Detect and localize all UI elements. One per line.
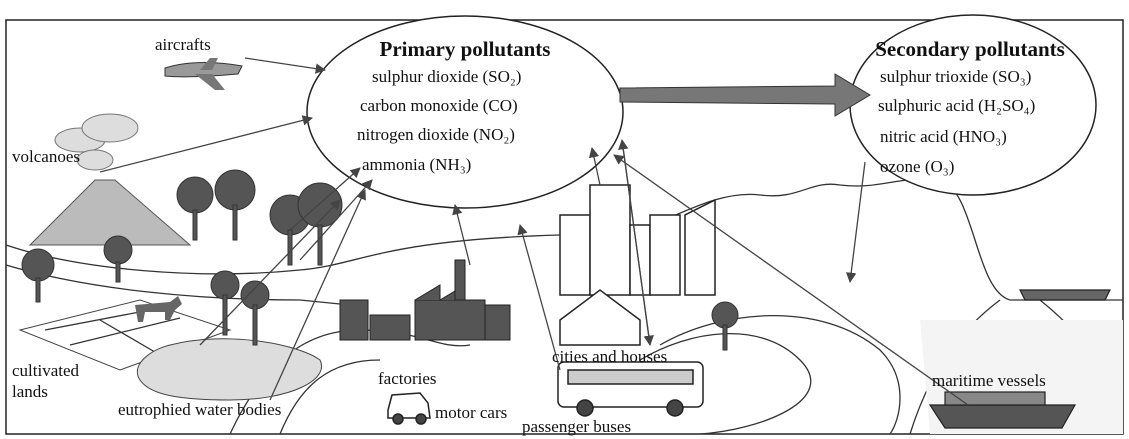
car bbox=[387, 392, 431, 425]
secondary-item: ozone (O₃) bbox=[880, 157, 954, 176]
cow bbox=[135, 296, 182, 322]
secondary-title: Secondary pollutants bbox=[875, 37, 1065, 61]
primary-title: Primary pollutants bbox=[380, 37, 551, 61]
arrows bbox=[99, 57, 969, 406]
factory bbox=[339, 259, 511, 341]
label: lands bbox=[12, 382, 48, 401]
frame bbox=[5, 19, 1124, 435]
volcano bbox=[28, 113, 192, 246]
label: volcanoes bbox=[12, 147, 80, 166]
primary-ellipse bbox=[306, 15, 624, 209]
label: aircrafts bbox=[155, 35, 211, 54]
secondary-item: sulphur trioxide (SO₃) bbox=[880, 67, 1031, 86]
field bbox=[18, 299, 232, 371]
bus bbox=[557, 361, 704, 417]
buildings bbox=[559, 184, 716, 346]
aircraft bbox=[164, 58, 243, 90]
water bbox=[137, 338, 322, 401]
primary-item: carbon monoxide (CO) bbox=[360, 96, 518, 115]
secondary-item: nitric acid (HNO₃) bbox=[880, 127, 1007, 146]
label: eutrophied water bodies bbox=[118, 400, 281, 419]
primary-item: nitrogen dioxide (NO₂) bbox=[357, 125, 515, 144]
primary-item: ammonia (NH₃) bbox=[362, 155, 471, 174]
conversion-arrow bbox=[619, 73, 871, 117]
label: factories bbox=[378, 369, 437, 388]
label: cities and houses bbox=[552, 347, 667, 366]
label: motor cars bbox=[435, 403, 507, 422]
secondary-item: sulphuric acid (H₂SO₄) bbox=[878, 96, 1035, 115]
primary-item: sulphur dioxide (SO₂) bbox=[372, 67, 521, 86]
label: passenger buses bbox=[522, 417, 631, 436]
label: cultivated bbox=[12, 361, 80, 380]
label: maritime vessels bbox=[932, 371, 1046, 390]
ships bbox=[928, 289, 1111, 429]
